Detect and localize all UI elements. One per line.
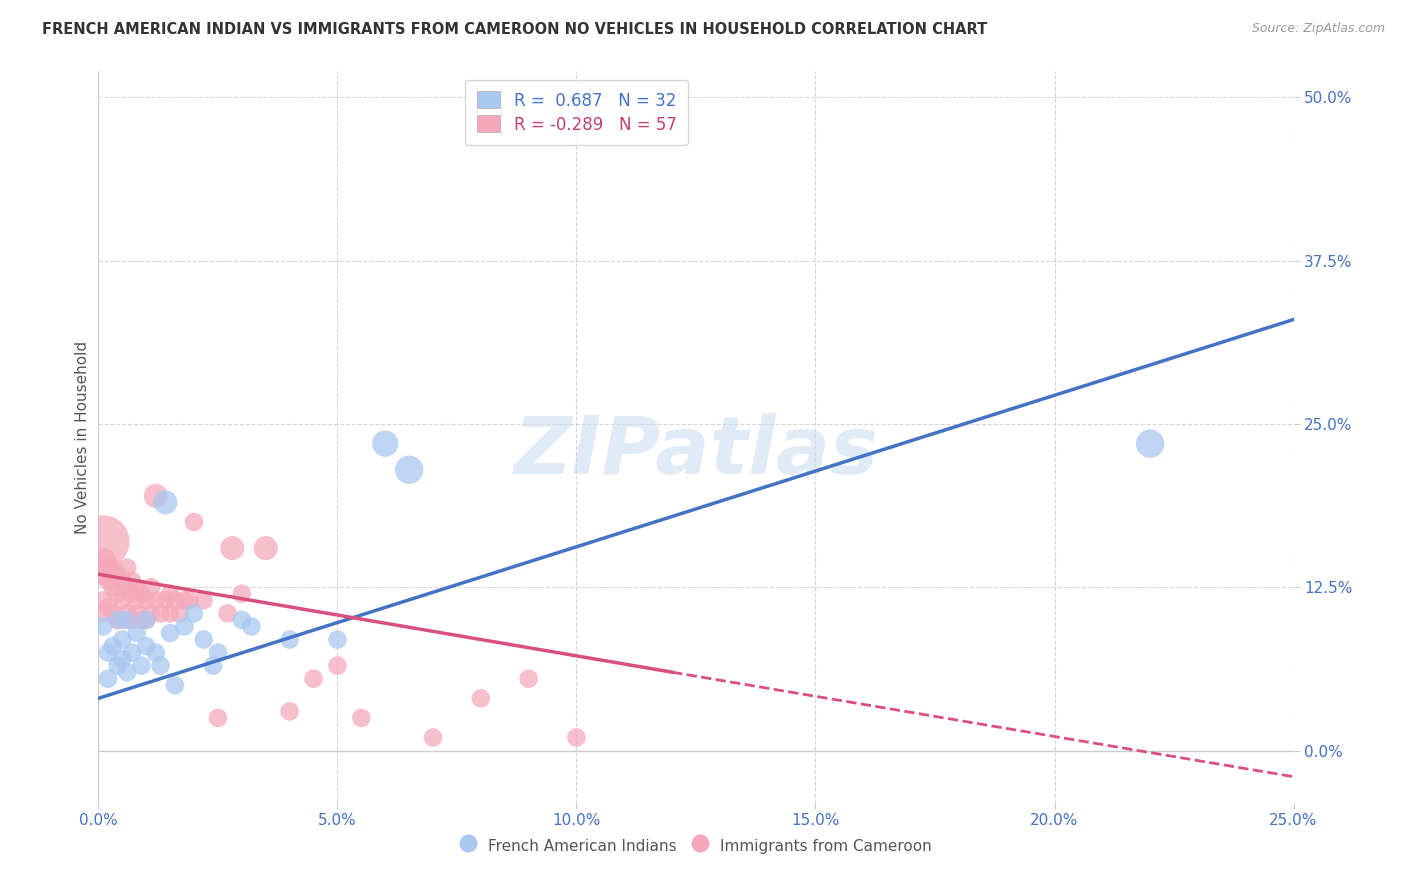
Point bbox=[145, 646, 167, 660]
Point bbox=[231, 587, 253, 601]
Point bbox=[159, 587, 181, 601]
Point bbox=[125, 626, 148, 640]
Point bbox=[101, 607, 124, 621]
Point bbox=[221, 541, 243, 555]
Point bbox=[131, 613, 153, 627]
Point bbox=[163, 593, 186, 607]
Point bbox=[111, 574, 134, 588]
Point bbox=[374, 436, 396, 450]
Point bbox=[145, 593, 167, 607]
Point bbox=[115, 580, 138, 594]
Point bbox=[125, 607, 148, 621]
Point bbox=[107, 658, 129, 673]
Point bbox=[159, 607, 181, 621]
Point bbox=[91, 567, 114, 582]
Point bbox=[207, 711, 229, 725]
Point bbox=[121, 587, 143, 601]
Point bbox=[326, 658, 349, 673]
Point bbox=[107, 567, 129, 582]
Point bbox=[91, 593, 114, 607]
Point bbox=[107, 613, 129, 627]
Point bbox=[131, 587, 153, 601]
Point bbox=[91, 534, 114, 549]
Point bbox=[169, 607, 191, 621]
Point bbox=[107, 587, 129, 601]
Point bbox=[173, 593, 195, 607]
Point bbox=[91, 554, 114, 568]
Point bbox=[111, 652, 134, 666]
Point bbox=[107, 613, 129, 627]
Point bbox=[217, 607, 239, 621]
Point bbox=[115, 665, 138, 680]
Point bbox=[121, 613, 143, 627]
Point bbox=[139, 607, 162, 621]
Y-axis label: No Vehicles in Household: No Vehicles in Household bbox=[75, 341, 90, 533]
Text: FRENCH AMERICAN INDIAN VS IMMIGRANTS FROM CAMEROON NO VEHICLES IN HOUSEHOLD CORR: FRENCH AMERICAN INDIAN VS IMMIGRANTS FRO… bbox=[42, 22, 987, 37]
Point bbox=[278, 632, 301, 647]
Point bbox=[135, 593, 157, 607]
Point bbox=[135, 613, 157, 627]
Point bbox=[207, 646, 229, 660]
Point bbox=[193, 632, 215, 647]
Point bbox=[97, 560, 120, 574]
Point bbox=[111, 632, 134, 647]
Point bbox=[97, 599, 120, 614]
Point bbox=[350, 711, 373, 725]
Point bbox=[131, 658, 153, 673]
Point bbox=[193, 593, 215, 607]
Point bbox=[231, 613, 253, 627]
Point bbox=[115, 560, 138, 574]
Point bbox=[173, 619, 195, 633]
Point bbox=[149, 658, 172, 673]
Text: ZIPatlas: ZIPatlas bbox=[513, 413, 879, 491]
Point bbox=[101, 639, 124, 653]
Point bbox=[97, 574, 120, 588]
Point bbox=[470, 691, 492, 706]
Point bbox=[517, 672, 540, 686]
Point bbox=[1139, 436, 1161, 450]
Point bbox=[422, 731, 444, 745]
Point bbox=[97, 672, 120, 686]
Point bbox=[326, 632, 349, 647]
Point bbox=[254, 541, 277, 555]
Text: Source: ZipAtlas.com: Source: ZipAtlas.com bbox=[1251, 22, 1385, 36]
Point bbox=[121, 574, 143, 588]
Point bbox=[163, 678, 186, 692]
Point bbox=[202, 658, 225, 673]
Point bbox=[121, 646, 143, 660]
Point bbox=[115, 613, 138, 627]
Point bbox=[302, 672, 325, 686]
Point bbox=[135, 639, 157, 653]
Point bbox=[398, 463, 420, 477]
Point bbox=[91, 607, 114, 621]
Point bbox=[183, 607, 205, 621]
Point bbox=[155, 495, 177, 509]
Point bbox=[111, 593, 134, 607]
Point bbox=[179, 593, 201, 607]
Point bbox=[145, 489, 167, 503]
Point bbox=[278, 705, 301, 719]
Point bbox=[139, 580, 162, 594]
Point bbox=[240, 619, 263, 633]
Point bbox=[97, 646, 120, 660]
Point bbox=[101, 560, 124, 574]
Point bbox=[111, 613, 134, 627]
Point bbox=[115, 607, 138, 621]
Point bbox=[101, 580, 124, 594]
Point bbox=[135, 613, 157, 627]
Point bbox=[91, 619, 114, 633]
Point bbox=[125, 580, 148, 594]
Legend: French American Indians, Immigrants from Cameroon: French American Indians, Immigrants from… bbox=[454, 830, 938, 861]
Point bbox=[149, 607, 172, 621]
Point bbox=[159, 626, 181, 640]
Point bbox=[125, 593, 148, 607]
Point bbox=[183, 515, 205, 529]
Point bbox=[155, 593, 177, 607]
Point bbox=[565, 731, 588, 745]
